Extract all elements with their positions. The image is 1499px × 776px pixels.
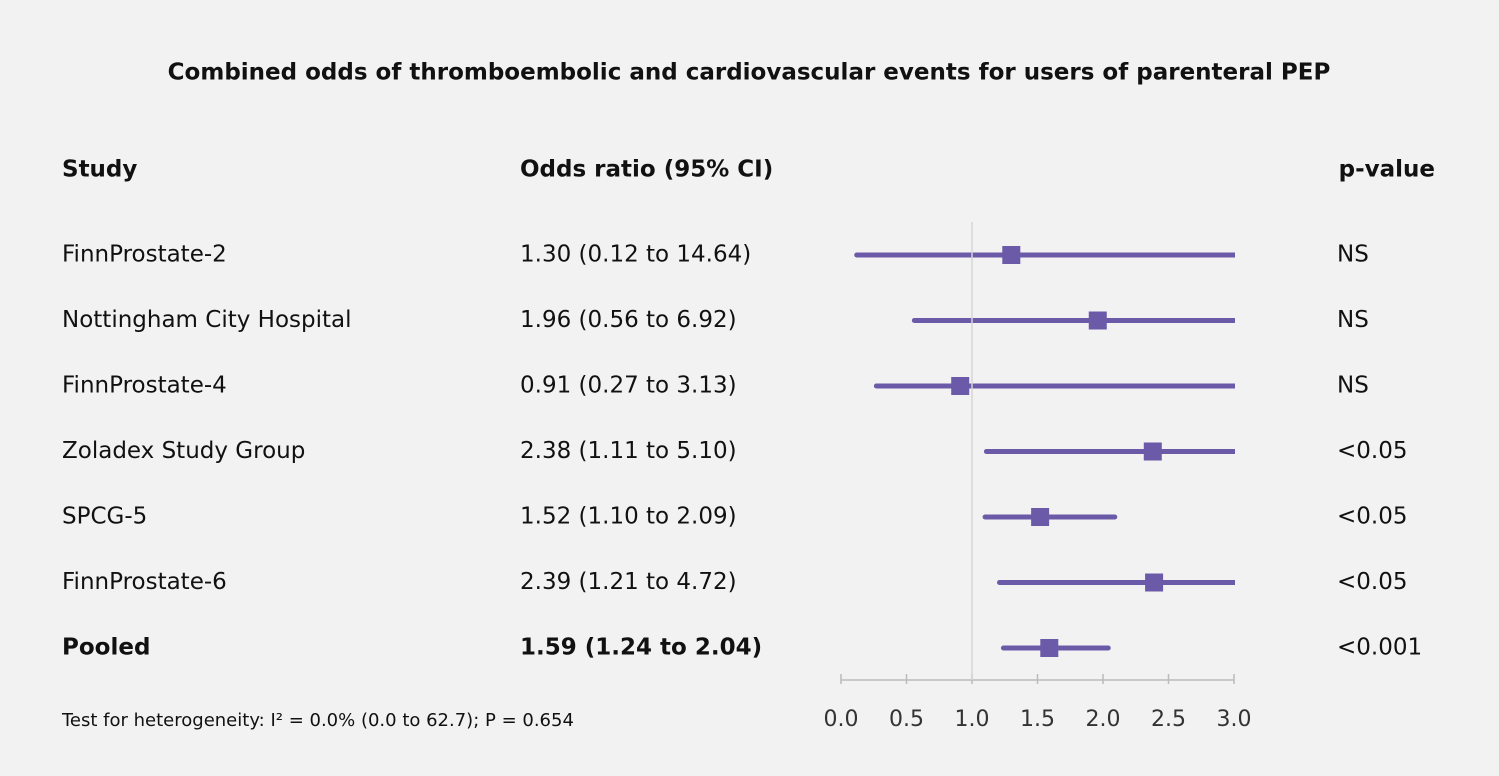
estimate-label: 1.30 (0.12 to 14.64) (520, 242, 751, 268)
x-tick-label: 3.0 (1217, 707, 1252, 732)
point-estimate (951, 377, 970, 395)
study-label: FinnProstate-2 (62, 242, 227, 268)
point-estimate (1088, 311, 1107, 330)
estimate-label: 2.38 (1.11 to 5.10) (520, 438, 737, 464)
column-header: Odds ratio (95% CI) (520, 157, 773, 183)
x-tick-label: 1.0 (955, 707, 990, 732)
study-label: Zoladex Study Group (62, 438, 305, 464)
study-label: Nottingham City Hospital (62, 307, 352, 333)
x-tick-label: 1.5 (1020, 707, 1055, 732)
p-value-label: <0.001 (1337, 635, 1422, 661)
estimate-label: 1.52 (1.10 to 2.09) (520, 504, 737, 530)
p-value-label: NS (1337, 373, 1369, 399)
x-tick-label: 0.5 (889, 707, 924, 732)
x-tick-label: 2.0 (1086, 707, 1121, 732)
estimate-label: 2.39 (1.21 to 4.72) (520, 569, 737, 595)
point-estimate (1143, 442, 1162, 461)
point-estimate (1002, 246, 1021, 264)
point-estimate (1040, 639, 1059, 657)
study-label: Pooled (62, 635, 150, 661)
study-label: SPCG-5 (62, 504, 147, 530)
p-value-label: <0.05 (1337, 569, 1407, 595)
column-header: p-value (1339, 157, 1435, 183)
estimate-label: 1.59 (1.24 to 2.04) (520, 635, 762, 661)
point-estimate (1031, 508, 1050, 526)
p-value-label: <0.05 (1337, 438, 1407, 464)
x-tick-label: 2.5 (1151, 707, 1186, 732)
plot-area (854, 246, 1235, 657)
study-label: FinnProstate-4 (62, 373, 227, 399)
p-value-label: NS (1337, 242, 1369, 268)
chart-title: Combined odds of thromboembolic and card… (168, 60, 1331, 86)
study-label: FinnProstate-6 (62, 569, 227, 595)
x-tick-label: 0.0 (824, 707, 859, 732)
estimate-label: 0.91 (0.27 to 3.13) (520, 373, 737, 399)
footnote: Test for heterogeneity: I² = 0.0% (0.0 t… (61, 710, 574, 731)
point-estimate (1145, 573, 1164, 592)
column-header: Study (62, 157, 137, 183)
p-value-label: <0.05 (1337, 504, 1407, 530)
estimate-label: 1.96 (0.56 to 6.92) (520, 307, 737, 333)
p-value-label: NS (1337, 307, 1369, 333)
